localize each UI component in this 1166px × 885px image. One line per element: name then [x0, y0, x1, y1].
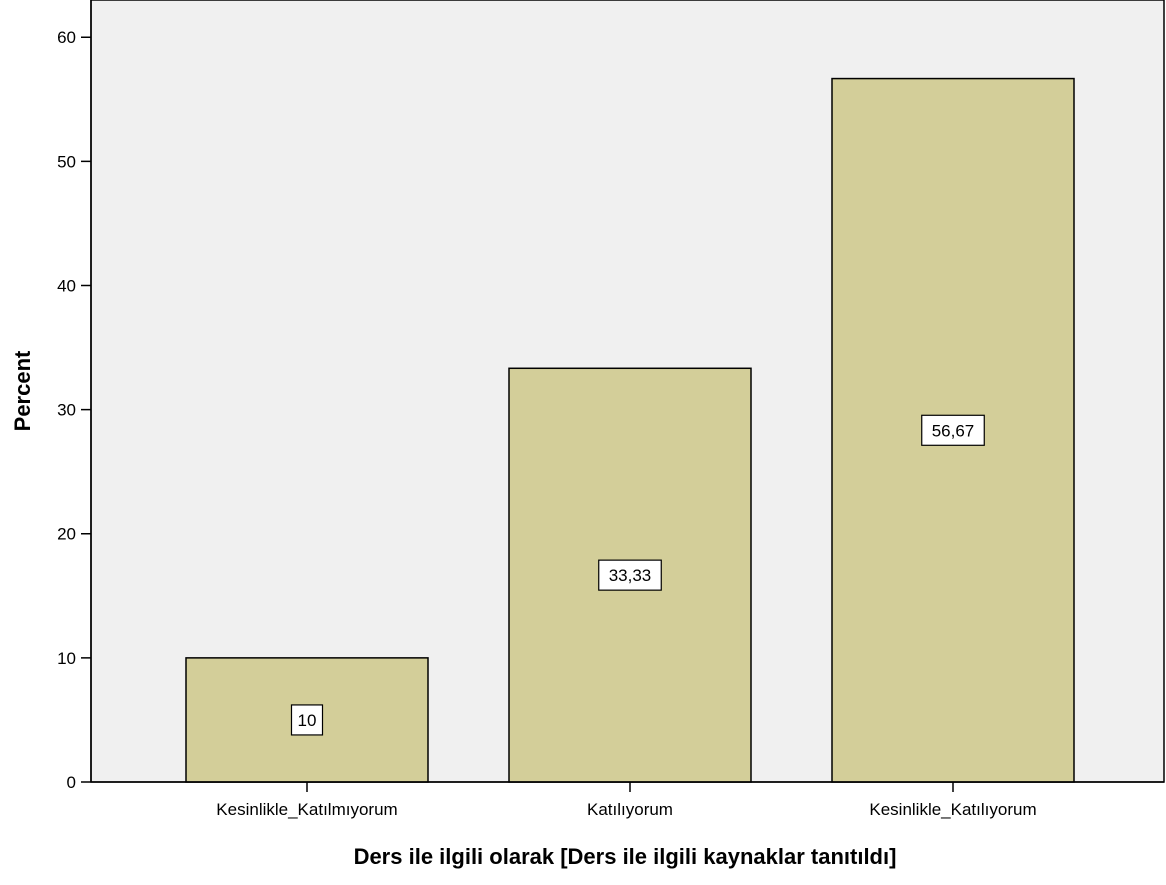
y-tick-label: 0: [67, 773, 76, 792]
data-label: 33,33: [609, 566, 652, 585]
x-axis: Kesinlikle_Katılmıyorum Katılıyorum Kesinl…: [91, 781, 1164, 819]
data-label-box: [598, 559, 662, 591]
y-axis: 0 10 20 30 40 50 60: [57, 0, 92, 792]
y-tick-label: 60: [57, 28, 76, 47]
data-label: 56,67: [932, 421, 975, 440]
y-tick-label: 10: [57, 649, 76, 668]
data-label: 10: [298, 711, 317, 730]
y-tick-label: 30: [57, 401, 76, 420]
bars-layer: 10 33,33 56,67: [185, 77, 1075, 783]
x-tick-label: Katılıyorum: [587, 800, 673, 819]
x-tick-label: Kesinlikle_Katılıyorum: [869, 800, 1036, 819]
data-label-box: [290, 704, 324, 736]
data-label-box: [921, 414, 985, 446]
y-axis-label: Percent: [10, 350, 35, 431]
y-tick-label: 40: [57, 276, 76, 295]
x-tick-label: Kesinlikle_Katılmıyorum: [216, 800, 397, 819]
y-tick-label: 50: [57, 152, 76, 171]
y-tick-label: 20: [57, 525, 76, 544]
x-axis-label: Ders ile ilgili olarak [Ders ile ilgili …: [354, 844, 897, 869]
